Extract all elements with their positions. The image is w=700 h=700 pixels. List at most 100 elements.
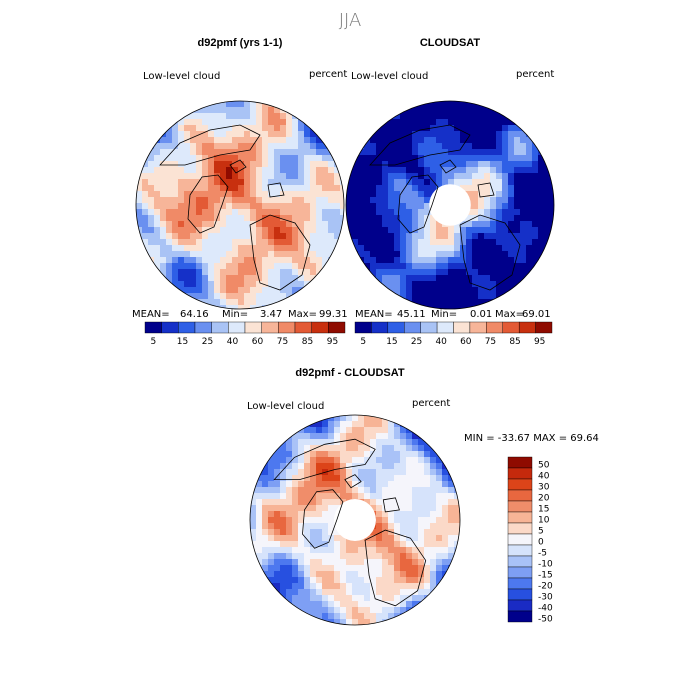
map-cell xyxy=(226,257,233,264)
map-cell xyxy=(526,251,533,258)
map-cell xyxy=(148,149,155,156)
map-cell xyxy=(256,173,263,180)
map-cell xyxy=(340,571,347,578)
map-cell xyxy=(298,227,305,234)
map-cell xyxy=(400,167,407,174)
map-cell xyxy=(316,167,323,174)
map-cell xyxy=(418,439,425,446)
map-cell xyxy=(328,179,335,186)
map-cell xyxy=(340,451,347,458)
map-cell xyxy=(376,571,383,578)
map-cell xyxy=(424,197,431,204)
map-cell xyxy=(178,203,185,210)
map-cell xyxy=(178,227,185,234)
map-cell xyxy=(520,227,527,234)
map-cell xyxy=(490,209,497,216)
map-cell xyxy=(466,263,473,270)
map-cell xyxy=(484,203,491,210)
map-cell xyxy=(184,113,191,120)
map-cell xyxy=(268,505,275,512)
map-cell xyxy=(430,293,437,300)
map-cell xyxy=(166,257,173,264)
map-cell xyxy=(190,293,197,300)
map-cell xyxy=(466,155,473,162)
map-cell xyxy=(232,251,239,258)
map-cell xyxy=(370,155,377,162)
map-cell xyxy=(274,487,281,494)
map-cell xyxy=(466,269,473,276)
map-cell xyxy=(280,239,287,246)
map-cell xyxy=(316,511,323,518)
map-cell xyxy=(424,287,431,294)
map-cell xyxy=(436,221,443,228)
map-cell xyxy=(478,281,485,288)
map-cell xyxy=(292,595,299,602)
map-cell xyxy=(262,173,269,180)
map-cell xyxy=(322,269,329,276)
map-cell xyxy=(430,481,437,488)
map-cell xyxy=(382,221,389,228)
map-cell xyxy=(388,191,395,198)
map-cell xyxy=(496,203,503,210)
map-cell xyxy=(208,263,215,270)
map-cell xyxy=(268,143,275,150)
map-cell xyxy=(274,149,281,156)
map-cell xyxy=(418,487,425,494)
map-cell xyxy=(412,505,419,512)
map-cell xyxy=(340,619,347,625)
map-cell xyxy=(334,427,341,434)
map-cell xyxy=(286,565,293,572)
map-cell xyxy=(202,293,209,300)
map-cell xyxy=(454,173,461,180)
map-cell xyxy=(178,119,185,126)
map-cell xyxy=(448,505,455,512)
panel-cloudsat-title: CLOUDSAT xyxy=(420,37,481,49)
map-cell xyxy=(280,155,287,162)
map-cell xyxy=(418,167,425,174)
map-cell xyxy=(232,263,239,270)
map-cell xyxy=(430,101,437,108)
map-cell xyxy=(412,463,419,470)
map-cell xyxy=(400,125,407,132)
map-cell xyxy=(172,221,179,228)
colorbar-swatch xyxy=(244,321,262,334)
map-cell xyxy=(196,191,203,198)
map-cell xyxy=(430,251,437,258)
map-cell xyxy=(424,541,431,548)
map-cell xyxy=(310,245,317,252)
map-cell xyxy=(298,601,305,608)
map-cell xyxy=(310,179,317,186)
map-cell xyxy=(406,125,413,132)
map-cell xyxy=(292,577,299,584)
map-cell xyxy=(460,131,467,138)
map-cell xyxy=(394,481,401,488)
map-cell xyxy=(286,481,293,488)
map-cell xyxy=(334,505,341,512)
colorbar-swatch xyxy=(507,544,533,557)
map-cell xyxy=(184,197,191,204)
map-cell xyxy=(310,541,317,548)
map-cell xyxy=(466,101,473,108)
map-cell xyxy=(496,143,503,150)
map-cell xyxy=(400,475,407,482)
map-cell xyxy=(214,101,221,108)
map-cell xyxy=(268,155,275,162)
map-cell xyxy=(520,239,527,246)
map-cell xyxy=(220,131,227,138)
map-cell xyxy=(310,155,317,162)
map-cell xyxy=(220,173,227,180)
map-cell xyxy=(208,131,215,138)
map-cell xyxy=(316,251,323,258)
map-cell xyxy=(178,161,185,168)
map-cell xyxy=(214,191,221,198)
map-cell xyxy=(304,613,311,620)
map-cell xyxy=(478,239,485,246)
map-cell xyxy=(400,451,407,458)
map-cell xyxy=(550,191,554,198)
map-cell xyxy=(436,269,443,276)
map-cell xyxy=(166,203,173,210)
map-cell xyxy=(328,595,335,602)
map-cell xyxy=(142,173,149,180)
map-cell xyxy=(286,541,293,548)
map-cell xyxy=(136,221,143,228)
